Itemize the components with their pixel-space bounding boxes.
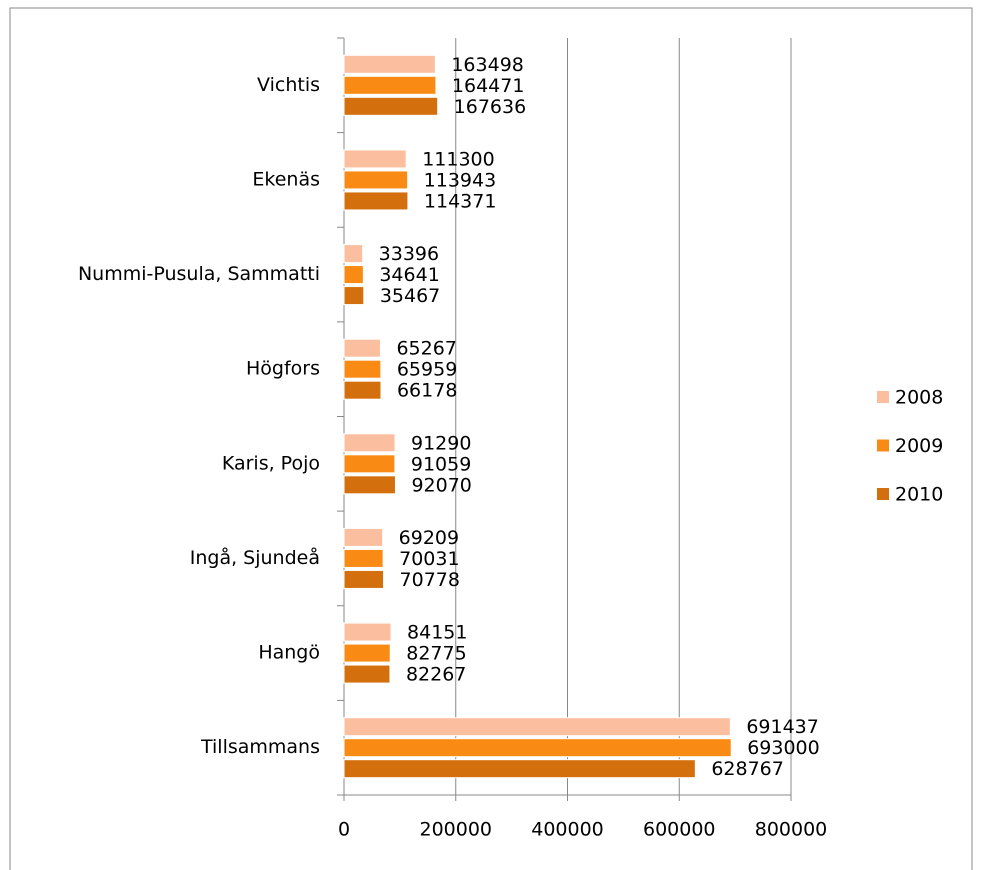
y-tick-label: Karis, Pojo [222,452,320,474]
data-label: 33396 [379,243,439,265]
data-label: 91290 [411,432,471,454]
y-tick-label: Hangö [258,642,320,664]
data-label: 70031 [399,548,459,570]
bar [343,54,436,74]
bar [343,475,396,495]
data-label: 114371 [424,190,497,212]
bar [343,359,382,379]
x-tick-label: 800000 [755,819,828,841]
legend-label: 2010 [895,484,943,506]
data-label: 35467 [380,285,440,307]
y-tick-label: Ingå, Sjundeå [190,546,320,569]
bar [343,622,392,642]
data-label: 84151 [407,622,467,644]
bar [343,759,696,779]
data-label: 82267 [406,664,466,686]
legend-label: 2009 [895,435,943,457]
data-label: 691437 [746,716,819,738]
x-tick-label: 0 [338,819,350,841]
bar [343,149,407,169]
bar [343,75,437,95]
bar [343,338,381,358]
legend-label: 2008 [895,387,943,409]
legend-swatch [877,439,889,452]
legend-swatch [877,391,889,403]
data-label: 693000 [747,737,820,759]
bar [343,527,384,547]
bar [343,380,382,400]
data-label: 65267 [396,338,456,360]
chart-border [9,7,973,870]
bar [343,433,396,453]
bar [343,664,391,684]
bar [343,191,409,211]
y-tick-label: Högfors [246,358,320,380]
data-label: 34641 [379,264,439,286]
bar [343,265,364,285]
bar [343,244,364,264]
bar [343,738,732,758]
bar [343,454,396,474]
bar [343,569,385,589]
data-label: 65959 [397,359,457,381]
data-label: 628767 [711,758,784,780]
data-label: 113943 [424,169,497,191]
y-tick-label: Vichtis [257,74,320,96]
y-tick-label: Ekenäs [252,168,320,190]
data-label: 163498 [451,54,524,76]
data-label: 82775 [406,643,466,665]
x-tick-label: 200000 [419,819,492,841]
bar [343,170,409,190]
bar [343,717,731,737]
data-label: 70778 [400,569,460,591]
data-label: 69209 [399,527,459,549]
bar [343,643,391,663]
data-label: 111300 [422,148,495,170]
legend-swatch [877,488,889,500]
y-tick-label: Nummi-Pusula, Sammatti [78,263,320,285]
bar [343,286,365,306]
data-label: 167636 [454,96,527,118]
x-tick-label: 400000 [531,819,604,841]
x-tick-label: 600000 [643,819,716,841]
data-label: 91059 [411,453,471,475]
bar [343,96,439,116]
data-label: 164471 [452,75,525,97]
data-label: 92070 [411,474,471,496]
data-label: 66178 [397,380,457,402]
y-tick-label: Tillsammans [200,736,320,758]
bar [343,548,384,568]
